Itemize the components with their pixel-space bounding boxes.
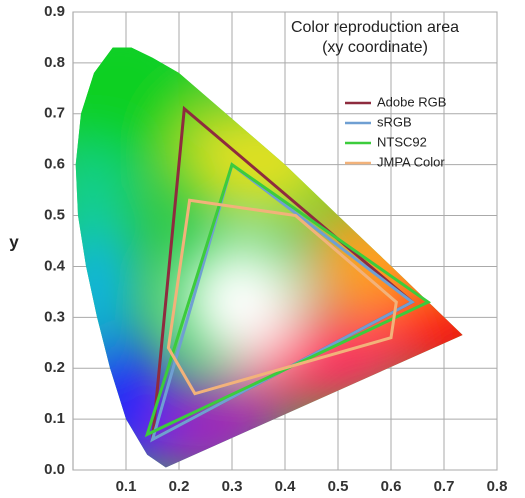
y-tick-label: 0.4 bbox=[44, 257, 66, 274]
legend-label: Adobe RGB bbox=[377, 94, 446, 109]
y-tick-label: 0.2 bbox=[44, 359, 65, 376]
gamut-polygon bbox=[166, 198, 398, 396]
x-tick-label: 0.2 bbox=[169, 478, 190, 495]
x-tick-label: 0.3 bbox=[222, 478, 243, 495]
x-tick-label: 0.1 bbox=[116, 478, 137, 495]
y-tick-label: 0.1 bbox=[44, 410, 65, 427]
y-tick-label: 0.8 bbox=[44, 54, 65, 71]
y-tick-label: 0.7 bbox=[44, 105, 65, 122]
x-tick-label: 0.7 bbox=[434, 478, 455, 495]
y-tick-label: 0.0 bbox=[44, 461, 65, 478]
legend-label: JMPA Color bbox=[377, 154, 445, 169]
y-tick-label: 0.5 bbox=[44, 207, 65, 224]
legend-label: sRGB bbox=[377, 114, 412, 129]
y-tick-label: 0.9 bbox=[44, 3, 65, 20]
y-tick-label: 0.3 bbox=[44, 308, 65, 325]
spectral-locus bbox=[75, 47, 463, 468]
y-tick-label: 0.6 bbox=[44, 156, 65, 173]
chart-title: Color reproduction area bbox=[291, 19, 459, 36]
x-tick-label: 0.8 bbox=[487, 478, 508, 495]
x-tick-label: 0.5 bbox=[328, 478, 349, 495]
x-tick-label: 0.6 bbox=[381, 478, 402, 495]
y-axis-label: y bbox=[9, 232, 19, 251]
chart-subtitle: (xy coordinate) bbox=[322, 39, 428, 56]
series bbox=[144, 105, 432, 443]
legend-label: NTSC92 bbox=[377, 134, 427, 149]
x-tick-label: 0.4 bbox=[275, 478, 297, 495]
